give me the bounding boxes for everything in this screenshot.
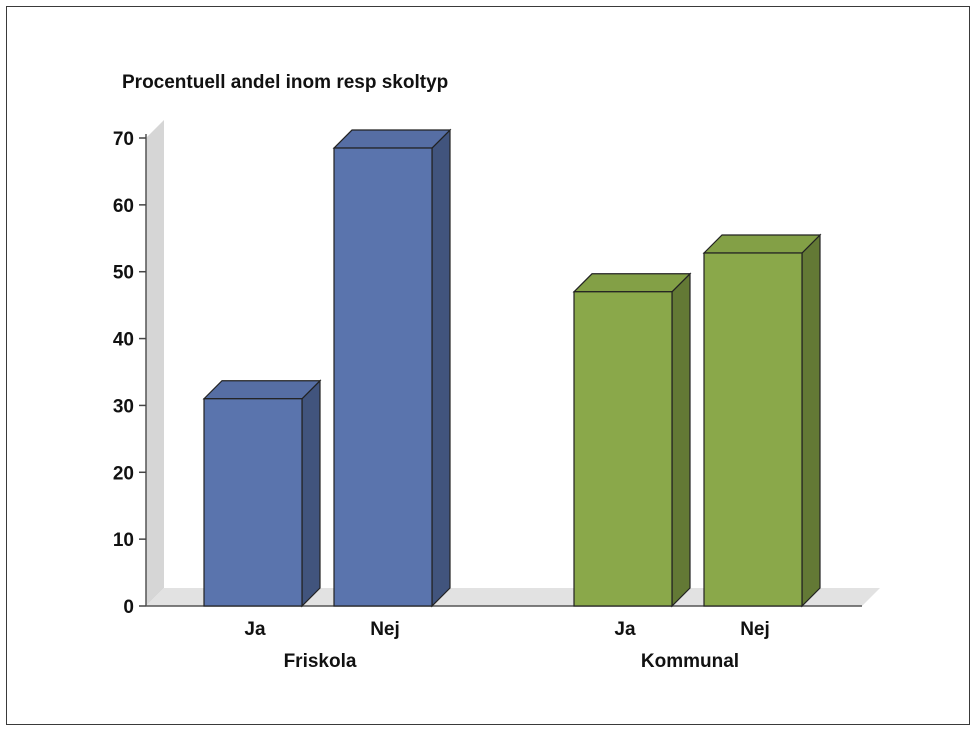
bars	[202, 128, 822, 608]
bar-side	[431, 128, 451, 608]
y-tick-label: 0	[123, 597, 134, 618]
floor-panel	[146, 588, 880, 606]
bar-side	[671, 272, 691, 608]
floor	[146, 588, 880, 606]
x-group-label: Kommunal	[641, 651, 739, 672]
bar-front	[573, 291, 673, 607]
x-category-label: Nej	[740, 619, 770, 640]
bar-side	[801, 233, 821, 608]
bar	[332, 128, 452, 608]
bar	[572, 272, 692, 608]
chart-title: Procentuell andel inom resp skoltyp	[122, 72, 448, 93]
y-tick-label: 30	[113, 396, 134, 417]
bar	[202, 379, 322, 608]
bar-side	[301, 379, 321, 608]
bar-top	[332, 129, 452, 149]
y-tick-label: 70	[113, 129, 134, 150]
bar-front	[203, 398, 303, 607]
bar-top	[202, 380, 322, 400]
y-tick-label: 20	[113, 463, 134, 484]
y-tick-label: 50	[113, 263, 134, 284]
bar-front	[333, 147, 433, 607]
x-category-label: Ja	[614, 619, 636, 640]
x-category-label: Nej	[370, 619, 400, 640]
bar-top	[702, 234, 822, 254]
bar-front	[703, 252, 803, 607]
back-wall	[146, 120, 164, 606]
back-wall-panel	[146, 120, 164, 606]
x-group-label: Friskola	[284, 651, 357, 672]
x-category-label: Ja	[244, 619, 266, 640]
y-tick-label: 10	[113, 530, 134, 551]
bar-top	[572, 273, 692, 293]
bar	[702, 233, 822, 608]
y-axis: 0 10 20 30 40 50 60 70	[113, 129, 862, 618]
y-tick-label: 60	[113, 196, 134, 217]
y-tick-label: 40	[113, 330, 134, 351]
